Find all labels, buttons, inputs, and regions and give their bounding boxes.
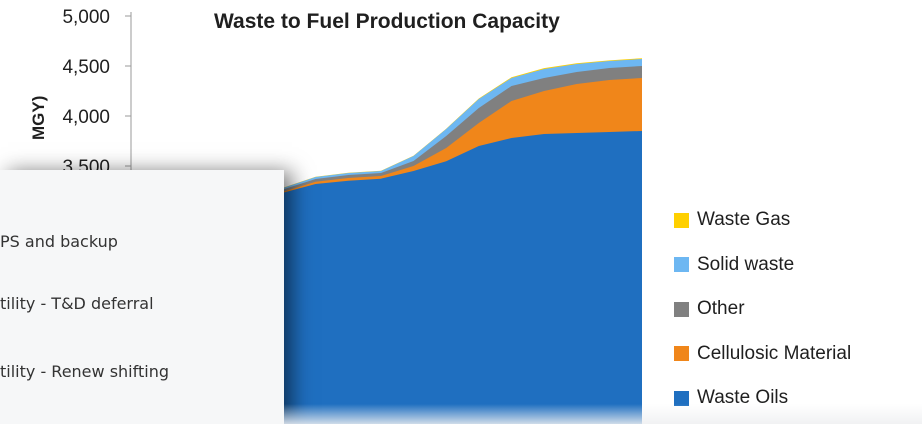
legend-label: Waste Gas bbox=[697, 209, 791, 231]
overlay-list-item: PS and backup bbox=[0, 232, 118, 251]
legend-swatch bbox=[674, 257, 689, 273]
y-axis-label: MGY) bbox=[29, 95, 48, 140]
y-tick-label: 4,500 bbox=[62, 57, 110, 78]
legend-label: Cellulosic Material bbox=[697, 342, 852, 364]
chart-title: Waste to Fuel Production Capacity bbox=[214, 10, 560, 33]
stacked-areas bbox=[283, 58, 642, 424]
legend-label: Waste Oils bbox=[697, 387, 789, 409]
area-waste-oils bbox=[283, 131, 642, 424]
legend-label: Other bbox=[697, 298, 745, 320]
legend-swatch bbox=[674, 301, 689, 317]
legend-item-waste-gas: Waste Gas bbox=[674, 198, 851, 243]
legend-item-solid-waste: Solid waste bbox=[674, 243, 851, 288]
overlay-list-item: tility - T&D deferral bbox=[0, 294, 154, 313]
y-tick-label: 4,000 bbox=[62, 107, 110, 128]
legend-label: Solid waste bbox=[697, 253, 795, 275]
overlay-list-item: tility - Renew shifting bbox=[0, 362, 169, 381]
legend-item-other: Other bbox=[674, 287, 851, 332]
chart-legend: Waste Gas Solid waste Other Cellulosic M… bbox=[674, 198, 851, 421]
legend-swatch bbox=[674, 390, 689, 406]
legend-item-cellulosic: Cellulosic Material bbox=[674, 332, 851, 377]
legend-item-waste-oils: Waste Oils bbox=[674, 376, 851, 421]
bottom-shadow-edge bbox=[284, 404, 922, 424]
overlapping-window-panel: PS and backup tility - T&D deferral tili… bbox=[0, 170, 284, 424]
legend-swatch bbox=[674, 346, 689, 362]
y-tick-label: 5,000 bbox=[62, 7, 110, 28]
legend-swatch bbox=[674, 212, 689, 228]
